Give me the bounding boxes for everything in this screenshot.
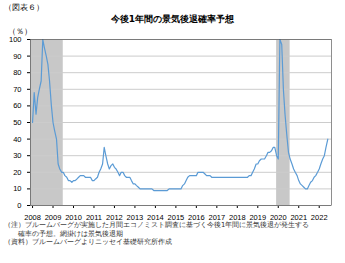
html-text:（資料）ブルームバーグよりニッセイ基礎研究所作成: （資料）ブルームバーグよりニッセイ基礎研究所作成 bbox=[4, 238, 172, 246]
html-text:確率の予想。網掛けは景気後退期: 確率の予想。網掛けは景気後退期 bbox=[4, 229, 123, 238]
svg-text:90: 90 bbox=[13, 52, 21, 61]
svg-text:80: 80 bbox=[13, 68, 21, 77]
svg-text:2018: 2018 bbox=[229, 213, 246, 221]
svg-text:2010: 2010 bbox=[65, 213, 82, 221]
svg-text:0: 0 bbox=[17, 201, 21, 210]
svg-text:2022: 2022 bbox=[311, 213, 328, 221]
svg-text:2011: 2011 bbox=[86, 213, 102, 221]
svg-text:2012: 2012 bbox=[106, 213, 123, 221]
svg-text:40: 40 bbox=[13, 135, 21, 144]
svg-text:2019: 2019 bbox=[249, 213, 266, 221]
svg-text:2009: 2009 bbox=[45, 213, 62, 221]
svg-text:30: 30 bbox=[13, 151, 21, 160]
svg-text:2008: 2008 bbox=[24, 213, 41, 221]
svg-text:100: 100 bbox=[9, 35, 22, 44]
svg-text:60: 60 bbox=[13, 101, 21, 110]
svg-text:2017: 2017 bbox=[208, 213, 225, 221]
html-text:今後1年間の景気後退確率予想: 今後1年間の景気後退確率予想 bbox=[110, 14, 235, 24]
svg-text:2016: 2016 bbox=[188, 213, 205, 221]
svg-text:2021: 2021 bbox=[290, 213, 307, 221]
svg-text:2014: 2014 bbox=[147, 213, 164, 221]
svg-text:（％）: （％） bbox=[8, 27, 32, 36]
svg-text:70: 70 bbox=[13, 85, 21, 94]
html-text:（注）ブルームバーグが実施した月間エコノミスト調査に基づく今: （注）ブルームバーグが実施した月間エコノミスト調査に基づく今後1年間に景気後退が… bbox=[4, 221, 310, 229]
svg-text:20: 20 bbox=[13, 168, 21, 177]
svg-text:10: 10 bbox=[13, 184, 21, 193]
svg-text:2020: 2020 bbox=[270, 213, 287, 221]
html-text:（図表６）: （図表６） bbox=[4, 3, 44, 12]
svg-text:2013: 2013 bbox=[127, 213, 144, 221]
svg-text:2015: 2015 bbox=[168, 213, 185, 221]
svg-text:50: 50 bbox=[13, 118, 21, 127]
